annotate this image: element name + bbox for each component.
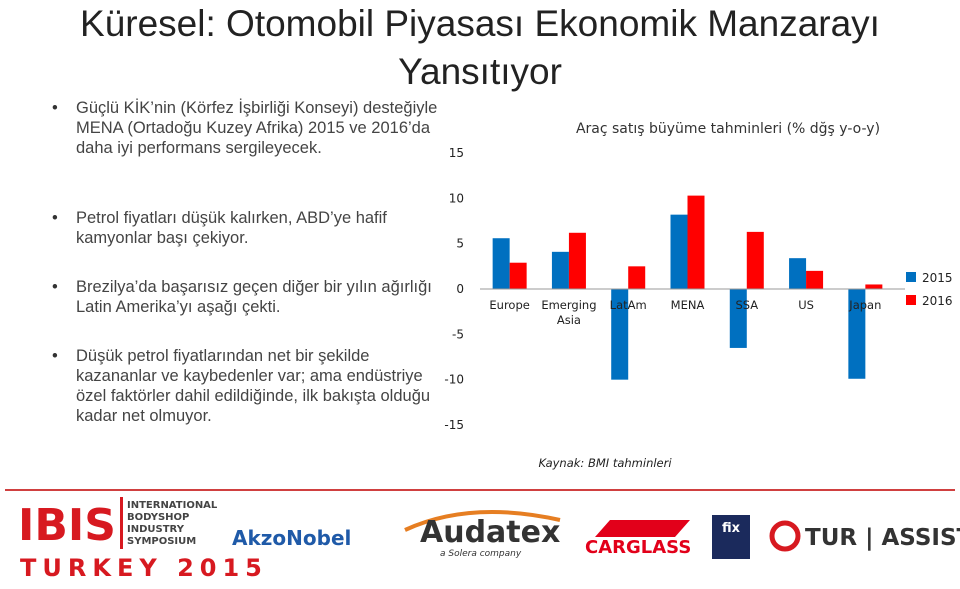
bar: [568, 232, 586, 289]
y-tick-label: 10: [449, 191, 464, 205]
logo-carglass: CARGLASS: [585, 537, 691, 558]
logo-audatex: Audatex: [420, 515, 560, 550]
bar: [492, 238, 510, 289]
x-tick-label: MENA: [670, 298, 705, 312]
bar: [509, 262, 527, 289]
logo-ibis: IBIS: [18, 500, 116, 551]
x-tick-label: LatAm: [609, 298, 647, 312]
logo-carglass-shape: [595, 520, 690, 537]
y-tick-label: 15: [449, 146, 464, 160]
x-tick-label: Emerging Asia: [541, 298, 597, 327]
bar: [611, 289, 629, 380]
logo-tur-icon: [769, 520, 801, 552]
logo-akzonobel: AkzoNobel: [232, 526, 351, 550]
bar: [687, 195, 705, 289]
bar: [746, 231, 764, 289]
logo-ibis-line: BODYSHOP: [127, 512, 189, 523]
x-tick-label: SSA: [735, 298, 759, 312]
logo-ibis-line: INTERNATIONAL: [127, 500, 218, 511]
bullet: Petrol fiyatları düşük kalırken, ABD’ye …: [52, 208, 446, 248]
logo-event: TURKEY 2015: [20, 554, 268, 582]
logo-audatex-sub: a Solera company: [440, 549, 522, 559]
legend-label: 2016: [922, 294, 953, 308]
y-tick-label: 0: [456, 282, 464, 296]
logo-swoosh: [404, 510, 561, 532]
logo-fix: fix: [722, 521, 741, 536]
bar: [865, 284, 883, 289]
bullet: Brezilya’da başarısız geçen diğer bir yı…: [52, 277, 446, 317]
bar: [551, 251, 569, 289]
y-tick-label: -15: [444, 418, 464, 432]
y-tick-label: -5: [452, 327, 464, 341]
x-tick-label: US: [798, 298, 814, 312]
bar: [729, 289, 747, 348]
y-tick-label: -10: [444, 373, 464, 387]
legend-label: 2015: [922, 271, 953, 285]
logo-ibis-line: INDUSTRY: [127, 524, 185, 535]
logo-turassist: TUR | ASSIST: [805, 525, 960, 551]
source: Kaynak: BMI tahminleri: [538, 456, 672, 470]
bullet: Güçlü KİK’nin (Körfez İşbirliği Konseyi)…: [52, 98, 446, 158]
slide-title: Küresel: Otomobil Piyasası Ekonomik Manz…: [80, 3, 880, 92]
bullet: Düşük petrol fiyatlarından net bir şekil…: [52, 346, 446, 426]
bar: [670, 214, 688, 289]
legend-swatch: [906, 272, 916, 282]
bar: [848, 289, 866, 379]
logo-bar: [120, 497, 123, 549]
x-tick-label: Japan: [849, 298, 882, 312]
bar: [789, 258, 807, 289]
bar: [628, 266, 646, 289]
bar: [806, 270, 824, 289]
chart-title: Araç satış büyüme tahminleri (% dğş y-o-…: [576, 121, 880, 137]
legend-swatch: [906, 295, 916, 305]
logo-ibis-line: SYMPOSIUM: [127, 536, 196, 547]
x-tick-label: Europe: [489, 298, 530, 312]
logo-fix-box: [712, 515, 750, 559]
y-tick-label: 5: [456, 237, 464, 251]
